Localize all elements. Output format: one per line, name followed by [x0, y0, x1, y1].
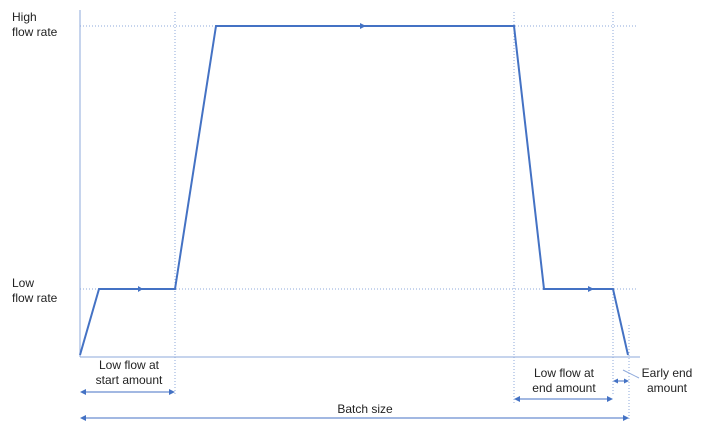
early-dim-arrow-left — [613, 378, 618, 384]
start-label-line1: Low flow at — [98, 358, 160, 372]
start-dim-arrow-left — [80, 389, 86, 395]
end-dim-arrow-right — [607, 396, 613, 402]
low-label-line1: Low — [12, 276, 35, 290]
direction-arrow-high — [360, 23, 366, 29]
early-end-label: Early end amount — [636, 366, 698, 396]
low-label-line2: flow rate — [12, 291, 58, 305]
start-label-line2: start amount — [95, 373, 163, 387]
direction-arrow-low-end — [588, 286, 594, 292]
early-label-line2: amount — [646, 381, 688, 395]
end-amount-label: Low flow at end amount — [518, 366, 610, 396]
batch-size-label: Batch size — [310, 402, 420, 417]
batch-dim-arrow-left — [80, 415, 86, 421]
batch-dim-arrow-right — [623, 415, 629, 421]
early-label-line1: Early end — [641, 366, 693, 380]
high-label-line2: flow rate — [12, 25, 58, 39]
low-flow-rate-label: Low flow rate — [12, 276, 57, 306]
end-label-line1: Low flow at — [533, 366, 595, 380]
early-end-leader — [622, 369, 640, 379]
early-dim-arrow-right — [624, 378, 629, 384]
high-flow-rate-label: High flow rate — [12, 10, 57, 40]
high-label-line1: High — [12, 10, 37, 24]
end-dim-arrow-left — [514, 396, 520, 402]
batch-label-text: Batch size — [337, 402, 393, 416]
direction-arrow-low-start — [138, 286, 143, 292]
start-dim-arrow-right — [169, 389, 175, 395]
flow-profile-line — [79, 25, 629, 356]
start-amount-label: Low flow at start amount — [84, 358, 174, 388]
end-label-line2: end amount — [532, 381, 596, 395]
